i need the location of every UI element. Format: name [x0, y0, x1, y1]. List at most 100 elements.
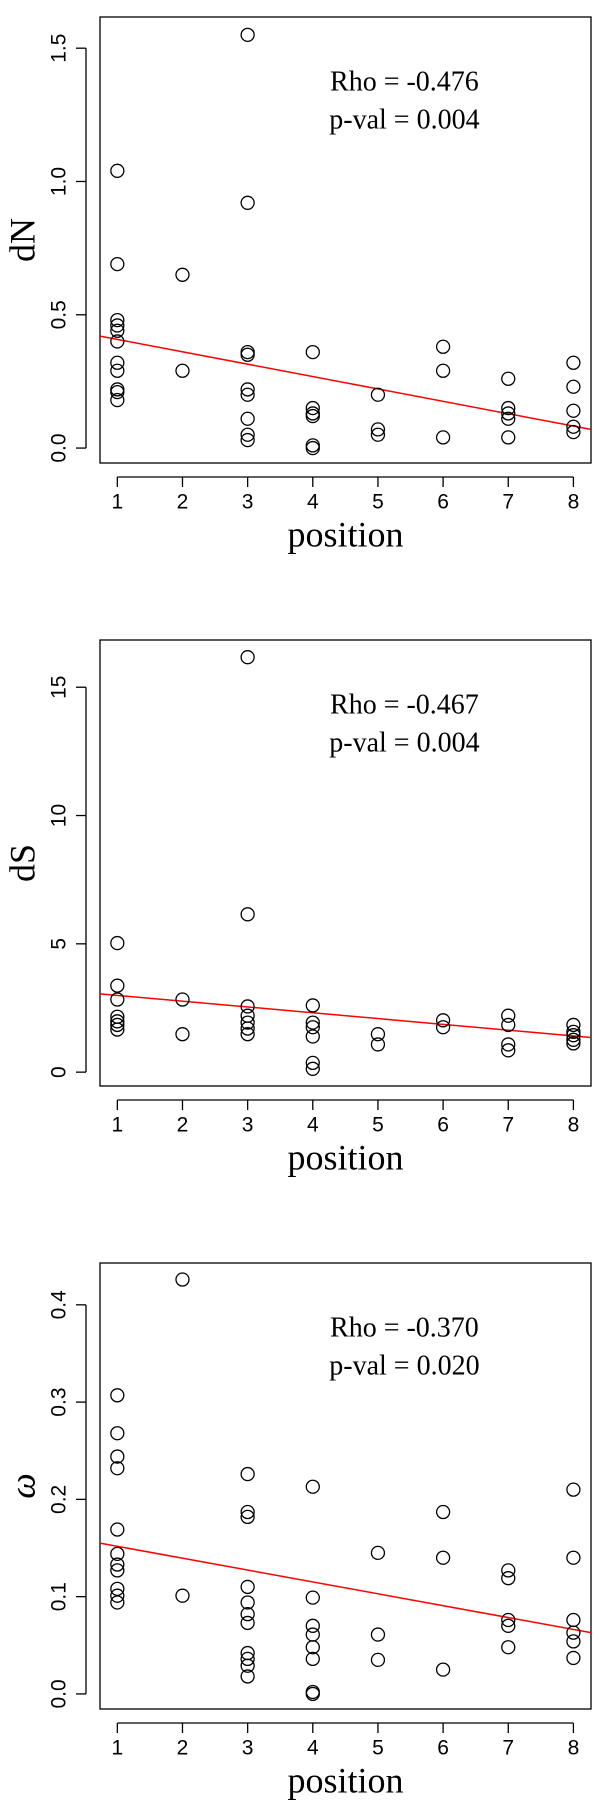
- x-tick-label: 2: [177, 1737, 189, 1760]
- x-tick-label: 7: [502, 1114, 514, 1137]
- point: [240, 382, 255, 397]
- point: [240, 1651, 255, 1667]
- point: [435, 339, 451, 354]
- point: [501, 1037, 516, 1052]
- point: [240, 907, 255, 922]
- point: [110, 1461, 125, 1476]
- x-tick-label: 3: [242, 1737, 254, 1760]
- point: [566, 1550, 581, 1565]
- point: [240, 1021, 255, 1036]
- point: [566, 379, 581, 394]
- point: [370, 1627, 386, 1642]
- point: [110, 384, 125, 400]
- x-tick-label: 1: [111, 491, 123, 514]
- y-tick-label: 0.5: [48, 300, 71, 329]
- x-axis-label: position: [287, 514, 403, 554]
- point: [110, 1522, 125, 1537]
- point: [110, 334, 125, 349]
- point: [240, 1015, 255, 1030]
- point: [501, 1563, 516, 1578]
- point: [240, 650, 255, 665]
- point: [110, 256, 125, 272]
- point: [110, 1449, 125, 1464]
- point: [501, 406, 516, 421]
- point: [110, 163, 125, 178]
- point: [566, 1036, 581, 1051]
- point: [110, 312, 125, 328]
- point: [110, 1588, 125, 1603]
- point: [110, 1557, 125, 1572]
- chart: 1 2 3 4 5 6 7 8 0.0 0.1 0.2 0.3 0.4 position ω Rho = -0…: [2, 1262, 592, 1800]
- point: [110, 318, 125, 333]
- point: [305, 1055, 320, 1071]
- point: [566, 1024, 581, 1040]
- point: [370, 1652, 386, 1668]
- point: [110, 392, 125, 408]
- y-tick-label: 15: [48, 676, 71, 699]
- x-axis-label: position: [287, 1760, 403, 1800]
- plot-frame: [99, 16, 592, 464]
- point: [501, 1017, 516, 1033]
- point: [305, 1686, 320, 1702]
- point: [435, 1550, 451, 1565]
- point: [175, 1027, 190, 1042]
- y-tick-label: 0.4: [48, 1290, 71, 1320]
- x-tick-label: 5: [372, 1737, 384, 1760]
- point: [175, 1272, 190, 1287]
- point: [110, 1388, 125, 1403]
- point: [370, 1545, 386, 1561]
- point: [501, 1612, 516, 1628]
- point: [305, 1020, 320, 1035]
- point: [501, 1571, 516, 1586]
- point: [435, 1504, 451, 1520]
- point: [501, 371, 516, 386]
- point: [305, 344, 320, 360]
- point: [240, 1658, 255, 1673]
- point: [110, 978, 125, 993]
- point: [240, 344, 255, 360]
- x-tick-label: 2: [177, 1114, 189, 1137]
- point: [435, 1013, 451, 1028]
- point: [240, 432, 255, 448]
- y-tick-label: 0.3: [48, 1387, 71, 1416]
- point: [240, 1615, 255, 1631]
- point: [305, 408, 320, 424]
- point: [110, 1426, 125, 1441]
- trend-line: [99, 993, 592, 1039]
- point: [305, 440, 320, 456]
- x-tick-label: 7: [502, 1737, 514, 1760]
- point: [240, 999, 255, 1014]
- y-tick-label: 0.1: [48, 1582, 71, 1611]
- point: [240, 427, 255, 442]
- point: [501, 400, 516, 416]
- x-tick-label: 4: [307, 1114, 319, 1137]
- annotation: Rho = -0.370: [330, 1312, 479, 1343]
- annotation: Rho = -0.467: [330, 689, 479, 720]
- x-tick-label: 6: [437, 491, 449, 514]
- point: [501, 1618, 516, 1633]
- chart: 1 2 3 4 5 6 7 8 0.0 0.5 1.0 1.5 position dN Rho = -0.4…: [2, 16, 592, 554]
- x-axis-label: position: [287, 1137, 403, 1177]
- x-tick-label: 6: [437, 1737, 449, 1760]
- point: [566, 1017, 581, 1033]
- annotation: p-val = 0.020: [329, 1350, 479, 1381]
- point: [240, 387, 255, 402]
- point: [110, 363, 125, 378]
- y-axis-label: dN: [2, 218, 42, 262]
- point: [435, 430, 451, 445]
- y-tick-label: 0.0: [48, 433, 71, 462]
- x-tick-label: 1: [111, 1737, 123, 1760]
- trend-line: [99, 335, 592, 431]
- point: [240, 1509, 255, 1525]
- x-tick-label: 2: [177, 491, 189, 514]
- point: [501, 1008, 516, 1023]
- point: [240, 347, 255, 362]
- point: [175, 267, 190, 282]
- point: [370, 427, 386, 442]
- x-tick-label: 7: [502, 491, 514, 514]
- y-axis-label: ω: [2, 1473, 42, 1498]
- point: [566, 403, 581, 418]
- x-tick-label: 8: [568, 1114, 580, 1137]
